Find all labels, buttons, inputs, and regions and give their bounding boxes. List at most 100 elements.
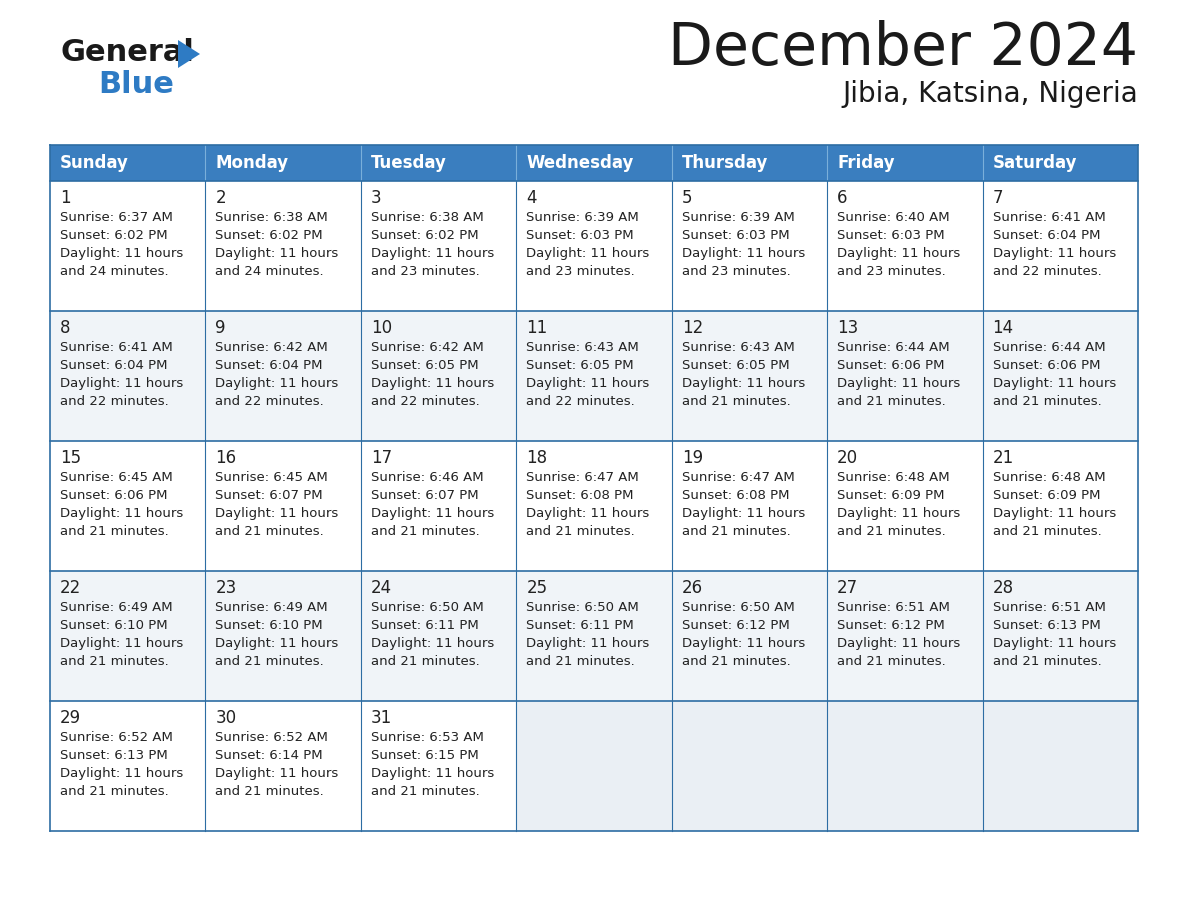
Text: and 21 minutes.: and 21 minutes.: [61, 525, 169, 538]
Text: and 21 minutes.: and 21 minutes.: [682, 395, 790, 408]
Text: December 2024: December 2024: [668, 20, 1138, 77]
Bar: [827, 311, 982, 441]
Text: 24: 24: [371, 579, 392, 597]
Text: and 21 minutes.: and 21 minutes.: [61, 655, 169, 668]
Text: 5: 5: [682, 189, 693, 207]
Bar: [827, 145, 982, 181]
Text: Sunset: 6:05 PM: Sunset: 6:05 PM: [371, 359, 479, 372]
Bar: [671, 701, 827, 831]
Bar: [517, 145, 671, 181]
Text: Daylight: 11 hours: Daylight: 11 hours: [371, 377, 494, 390]
Bar: [982, 441, 1138, 571]
Text: and 24 minutes.: and 24 minutes.: [215, 265, 324, 278]
Text: and 21 minutes.: and 21 minutes.: [526, 655, 636, 668]
Bar: [50, 571, 206, 701]
Bar: [50, 181, 206, 311]
Text: Sunrise: 6:42 AM: Sunrise: 6:42 AM: [371, 341, 484, 354]
Text: Blue: Blue: [97, 70, 173, 99]
Text: Daylight: 11 hours: Daylight: 11 hours: [61, 767, 183, 780]
Text: 29: 29: [61, 709, 81, 727]
Text: and 22 minutes.: and 22 minutes.: [61, 395, 169, 408]
Bar: [206, 571, 361, 701]
Text: Sunset: 6:02 PM: Sunset: 6:02 PM: [61, 229, 168, 242]
Text: and 21 minutes.: and 21 minutes.: [371, 785, 480, 798]
Text: Sunrise: 6:46 AM: Sunrise: 6:46 AM: [371, 471, 484, 484]
Text: Daylight: 11 hours: Daylight: 11 hours: [992, 637, 1116, 650]
Text: Wednesday: Wednesday: [526, 154, 633, 172]
Text: Daylight: 11 hours: Daylight: 11 hours: [838, 507, 960, 520]
Text: Sunset: 6:04 PM: Sunset: 6:04 PM: [992, 229, 1100, 242]
Text: and 22 minutes.: and 22 minutes.: [526, 395, 636, 408]
Text: Sunset: 6:12 PM: Sunset: 6:12 PM: [838, 619, 944, 632]
Bar: [361, 701, 517, 831]
Text: Sunrise: 6:43 AM: Sunrise: 6:43 AM: [526, 341, 639, 354]
Text: Sunrise: 6:44 AM: Sunrise: 6:44 AM: [838, 341, 949, 354]
Text: Daylight: 11 hours: Daylight: 11 hours: [526, 507, 650, 520]
Text: 31: 31: [371, 709, 392, 727]
Text: Sunset: 6:09 PM: Sunset: 6:09 PM: [992, 489, 1100, 502]
Text: 21: 21: [992, 449, 1013, 467]
Text: and 21 minutes.: and 21 minutes.: [992, 395, 1101, 408]
Bar: [982, 571, 1138, 701]
Text: 28: 28: [992, 579, 1013, 597]
Text: Sunrise: 6:40 AM: Sunrise: 6:40 AM: [838, 211, 949, 224]
Text: Sunset: 6:04 PM: Sunset: 6:04 PM: [215, 359, 323, 372]
Text: Sunrise: 6:38 AM: Sunrise: 6:38 AM: [215, 211, 328, 224]
Text: Daylight: 11 hours: Daylight: 11 hours: [215, 767, 339, 780]
Text: Daylight: 11 hours: Daylight: 11 hours: [215, 637, 339, 650]
Text: Daylight: 11 hours: Daylight: 11 hours: [526, 637, 650, 650]
Text: Daylight: 11 hours: Daylight: 11 hours: [682, 247, 805, 260]
Text: 13: 13: [838, 319, 859, 337]
Text: and 23 minutes.: and 23 minutes.: [682, 265, 790, 278]
Text: and 21 minutes.: and 21 minutes.: [215, 655, 324, 668]
Text: 25: 25: [526, 579, 548, 597]
Text: 12: 12: [682, 319, 703, 337]
Text: 4: 4: [526, 189, 537, 207]
Bar: [671, 571, 827, 701]
Bar: [361, 571, 517, 701]
Text: and 21 minutes.: and 21 minutes.: [371, 655, 480, 668]
Text: Thursday: Thursday: [682, 154, 769, 172]
Text: Sunset: 6:07 PM: Sunset: 6:07 PM: [371, 489, 479, 502]
Text: Saturday: Saturday: [992, 154, 1078, 172]
Text: Sunset: 6:06 PM: Sunset: 6:06 PM: [61, 489, 168, 502]
Text: Sunrise: 6:50 AM: Sunrise: 6:50 AM: [371, 601, 484, 614]
Text: 19: 19: [682, 449, 703, 467]
Bar: [206, 145, 361, 181]
Text: Daylight: 11 hours: Daylight: 11 hours: [215, 507, 339, 520]
Bar: [671, 181, 827, 311]
Bar: [517, 311, 671, 441]
Text: Sunset: 6:03 PM: Sunset: 6:03 PM: [682, 229, 789, 242]
Text: and 21 minutes.: and 21 minutes.: [215, 785, 324, 798]
Bar: [517, 441, 671, 571]
Text: Monday: Monday: [215, 154, 289, 172]
Text: and 22 minutes.: and 22 minutes.: [371, 395, 480, 408]
Text: Daylight: 11 hours: Daylight: 11 hours: [838, 247, 960, 260]
Text: Sunrise: 6:38 AM: Sunrise: 6:38 AM: [371, 211, 484, 224]
Text: 23: 23: [215, 579, 236, 597]
Text: Sunset: 6:05 PM: Sunset: 6:05 PM: [682, 359, 789, 372]
Text: Sunrise: 6:37 AM: Sunrise: 6:37 AM: [61, 211, 173, 224]
Text: Sunrise: 6:52 AM: Sunrise: 6:52 AM: [61, 731, 173, 744]
Text: 20: 20: [838, 449, 858, 467]
Text: 11: 11: [526, 319, 548, 337]
Text: Sunset: 6:10 PM: Sunset: 6:10 PM: [215, 619, 323, 632]
Text: Sunrise: 6:44 AM: Sunrise: 6:44 AM: [992, 341, 1105, 354]
Bar: [206, 441, 361, 571]
Text: and 21 minutes.: and 21 minutes.: [838, 655, 946, 668]
Text: and 24 minutes.: and 24 minutes.: [61, 265, 169, 278]
Bar: [50, 311, 206, 441]
Text: and 21 minutes.: and 21 minutes.: [526, 525, 636, 538]
Bar: [982, 311, 1138, 441]
Text: and 21 minutes.: and 21 minutes.: [838, 395, 946, 408]
Text: Sunset: 6:15 PM: Sunset: 6:15 PM: [371, 749, 479, 762]
Text: and 22 minutes.: and 22 minutes.: [992, 265, 1101, 278]
Text: and 21 minutes.: and 21 minutes.: [992, 655, 1101, 668]
Text: 2: 2: [215, 189, 226, 207]
Text: Sunset: 6:02 PM: Sunset: 6:02 PM: [215, 229, 323, 242]
Bar: [982, 181, 1138, 311]
Text: and 23 minutes.: and 23 minutes.: [371, 265, 480, 278]
Text: and 21 minutes.: and 21 minutes.: [682, 525, 790, 538]
Text: Sunrise: 6:47 AM: Sunrise: 6:47 AM: [682, 471, 795, 484]
Bar: [827, 571, 982, 701]
